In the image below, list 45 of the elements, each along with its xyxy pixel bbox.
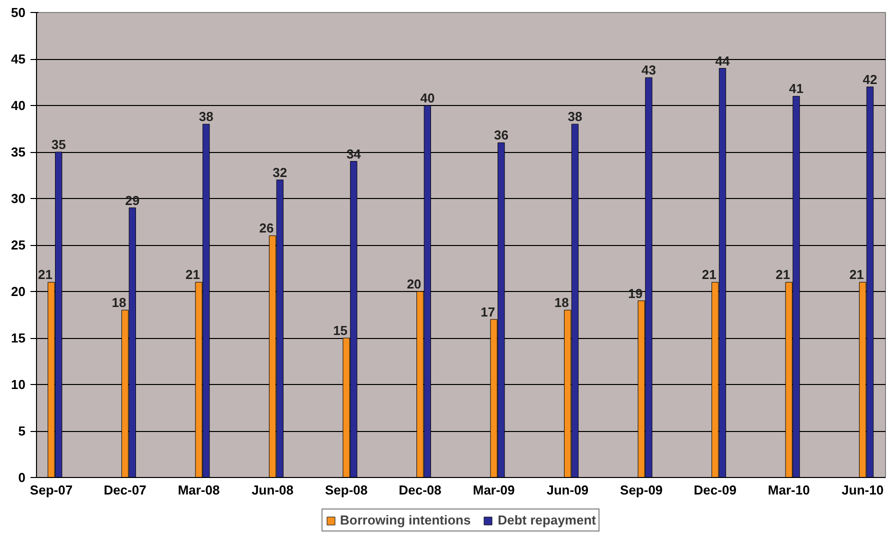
- y-tick-label: 45: [11, 52, 26, 66]
- x-tick-label: Jun-09: [546, 482, 589, 498]
- y-tick-label: 20: [11, 284, 26, 299]
- data-label: 21: [702, 267, 716, 282]
- x-tick-label: Mar-10: [768, 482, 810, 498]
- data-label: 38: [198, 109, 214, 124]
- data-label: 20: [406, 276, 422, 292]
- y-tick-label: 25: [11, 238, 26, 252]
- x-tick-label: Sep-08: [324, 482, 368, 498]
- y-tick-label: 5: [18, 424, 26, 438]
- x-tick-label: Dec-07: [104, 482, 146, 498]
- y-tick-label: 10: [11, 377, 26, 392]
- x-tick-label: Mar-08: [178, 482, 220, 498]
- data-label: 21: [849, 267, 864, 282]
- x-tick-label: Jun-10: [842, 482, 884, 498]
- x-tick-label: Sep-07: [30, 482, 73, 498]
- y-tick-label: 15: [11, 330, 26, 346]
- legend-label: Borrowing intentions: [340, 512, 471, 528]
- y-tick-label: 35: [11, 144, 26, 160]
- data-label: 21: [38, 267, 52, 282]
- data-label: 43: [641, 62, 656, 78]
- x-tick-label: Mar-09: [472, 482, 515, 498]
- data-label: 21: [186, 267, 200, 282]
- data-label: 21: [776, 267, 790, 282]
- data-label: 36: [494, 128, 508, 143]
- data-label: 41: [789, 81, 804, 96]
- y-tick-label: 50: [11, 5, 26, 20]
- y-tick-label: 0: [18, 470, 26, 485]
- legend-label: Debt repayment: [498, 512, 596, 528]
- data-label: 38: [568, 109, 582, 124]
- data-label: 40: [420, 90, 435, 106]
- data-label: 35: [51, 137, 66, 152]
- data-label: 18: [554, 295, 569, 310]
- x-tick-label: Jun-08: [252, 482, 294, 498]
- data-label: 26: [259, 220, 274, 236]
- data-label: 15: [333, 323, 348, 338]
- x-tick-label: Dec-09: [694, 482, 736, 498]
- data-label: 18: [112, 295, 126, 310]
- data-label: 17: [480, 304, 496, 320]
- data-label: 32: [272, 164, 288, 180]
- x-tick-label: Sep-09: [620, 482, 663, 498]
- data-label: 42: [862, 72, 878, 87]
- y-tick-label: 40: [11, 98, 26, 113]
- y-tick-label: 30: [11, 191, 26, 206]
- x-tick-label: Dec-08: [398, 482, 442, 498]
